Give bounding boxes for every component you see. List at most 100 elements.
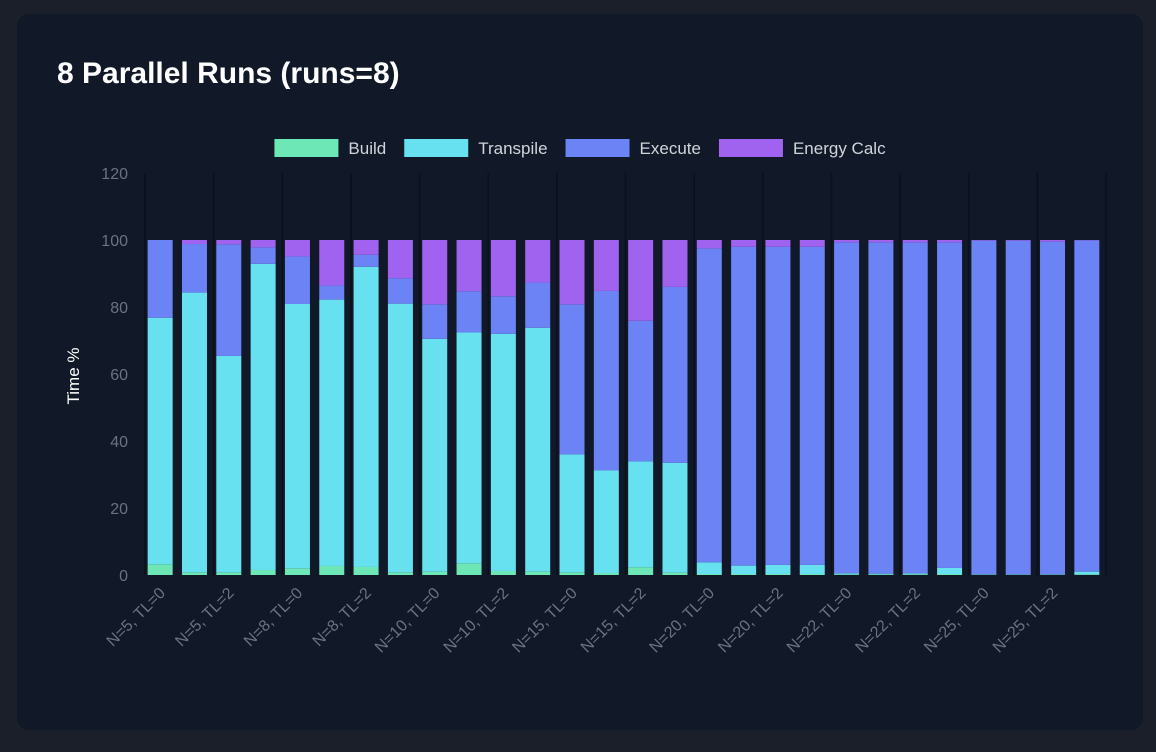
bar-segment-energy-calc[interactable]: N=15, TL=2 — Energy Calc: 24.1 <box>628 240 654 321</box>
bar-segment-transpile[interactable]: N=15, TL=1 — Transpile: 30.6 <box>593 470 619 573</box>
legend-item-energy-calc[interactable]: Energy Calc <box>718 139 886 158</box>
bar-segment-build[interactable]: N=5, TL=3 — Build: 1.5 <box>250 569 276 575</box>
bar-segment-energy-calc[interactable]: N=25, TL=0 — Energy Calc: 0.2 <box>971 240 997 241</box>
bar-segment-energy-calc[interactable]: N=8, TL=1 — Energy Calc: 13.6 <box>319 240 345 286</box>
bar-segment-transpile[interactable]: N=22, TL=2 — Transpile: 0.3 <box>902 573 928 575</box>
bar-segment-execute[interactable]: N=8, TL=2 — Execute: 3.6 <box>353 254 379 267</box>
bar-segment-execute[interactable]: N=15, TL=2 — Execute: 42 <box>628 320 654 462</box>
bar-segment-energy-calc[interactable]: N=22, TL=1 — Energy Calc: 0.7 <box>868 240 894 243</box>
bar-segment-execute[interactable]: N=15, TL=1 — Execute: 53.6 <box>593 290 619 471</box>
bar-segment-build[interactable]: N=8, TL=0 — Build: 2 <box>284 568 310 575</box>
bar-segment-execute[interactable]: N=20, TL=1 — Execute: 95.2 <box>731 246 757 566</box>
bar-segment-transpile[interactable]: N=8, TL=0 — Transpile: 78.9 <box>284 303 310 569</box>
bar-segment-execute[interactable]: N=8, TL=3 — Execute: 7.6 <box>387 278 413 304</box>
bar-segment-transpile[interactable]: N=25, TL=3 — Transpile: 0.8 <box>1074 571 1100 575</box>
bar-segment-energy-calc[interactable]: N=22, TL=3 — Energy Calc: 0.7 <box>937 240 963 243</box>
bar-segment-execute[interactable]: N=25, TL=1 — Execute: 99.6 <box>1005 240 1031 575</box>
bar-segment-execute[interactable]: N=5, TL=1 — Execute: 14.5 <box>181 244 207 293</box>
bar-segment-energy-calc[interactable]: N=20, TL=0 — Energy Calc: 2.5 <box>696 240 722 249</box>
bar-segment-execute[interactable]: N=8, TL=1 — Execute: 4.2 <box>319 285 345 300</box>
bar-segment-energy-calc[interactable]: N=22, TL=0 — Energy Calc: 0.7 <box>834 240 860 243</box>
bar-segment-execute[interactable]: N=15, TL=3 — Execute: 52.5 <box>662 286 688 463</box>
bar-segment-build[interactable]: N=15, TL=1 — Build: 0.6 <box>593 572 619 575</box>
bar-segment-build[interactable]: N=20, TL=2 — Build: 0.3 <box>765 574 791 575</box>
bar-segment-build[interactable]: N=15, TL=3 — Build: 0.7 <box>662 572 688 575</box>
bar-segment-transpile[interactable]: N=20, TL=3 — Transpile: 2.7 <box>799 564 825 574</box>
bar-segment-execute[interactable]: N=25, TL=2 — Execute: 99.3 <box>1040 241 1066 575</box>
bar-segment-energy-calc[interactable]: N=25, TL=2 — Energy Calc: 0.5 <box>1040 240 1066 242</box>
bar-segment-execute[interactable]: N=22, TL=1 — Execute: 98.9 <box>868 242 894 574</box>
bar-segment-energy-calc[interactable]: N=10, TL=0 — Energy Calc: 19.2 <box>422 240 448 305</box>
bar-segment-build[interactable]: N=10, TL=1 — Build: 3.5 <box>456 563 482 575</box>
bar-segment-energy-calc[interactable]: N=10, TL=1 — Energy Calc: 15.3 <box>456 240 482 292</box>
bar-segment-transpile[interactable]: N=10, TL=3 — Transpile: 72.8 <box>525 327 551 572</box>
bar-segment-execute[interactable]: N=22, TL=0 — Execute: 98.8 <box>834 242 860 574</box>
bar-segment-execute[interactable]: N=25, TL=3 — Execute: 98.9 <box>1074 240 1100 572</box>
bar-segment-execute[interactable]: N=15, TL=0 — Execute: 44.8 <box>559 304 585 455</box>
bar-segment-build[interactable]: N=8, TL=3 — Build: 0.8 <box>387 572 413 575</box>
bar-segment-execute[interactable]: N=20, TL=3 — Execute: 95 <box>799 246 825 565</box>
bar-segment-energy-calc[interactable]: N=8, TL=2 — Energy Calc: 4.4 <box>353 240 379 255</box>
bar-segment-transpile[interactable]: N=10, TL=0 — Transpile: 69.5 <box>422 338 448 572</box>
bar-segment-transpile[interactable]: N=22, TL=3 — Transpile: 1.8 <box>937 567 963 574</box>
bar-segment-energy-calc[interactable]: N=5, TL=1 — Energy Calc: 1.2 <box>181 240 207 245</box>
bar-segment-build[interactable]: N=10, TL=3 — Build: 1 <box>525 571 551 575</box>
bar-segment-build[interactable]: N=22, TL=0 — Build: 0.2 <box>834 574 860 575</box>
bar-segment-execute[interactable]: N=20, TL=0 — Execute: 93.7 <box>696 248 722 563</box>
bar-segment-build[interactable]: N=20, TL=1 — Build: 0.3 <box>731 574 757 575</box>
bar-segment-execute[interactable]: N=5, TL=3 — Execute: 4.9 <box>250 247 276 264</box>
bar-segment-execute[interactable]: N=10, TL=3 — Execute: 13.5 <box>525 282 551 328</box>
bar-segment-energy-calc[interactable]: N=15, TL=3 — Energy Calc: 14 <box>662 240 688 287</box>
bar-segment-transpile[interactable]: N=5, TL=0 — Transpile: 73.6 <box>147 317 173 565</box>
bar-segment-energy-calc[interactable]: N=15, TL=0 — Energy Calc: 19.2 <box>559 240 585 305</box>
bar-segment-transpile[interactable]: N=8, TL=3 — Transpile: 80.2 <box>387 303 413 573</box>
bar-segment-execute[interactable]: N=5, TL=2 — Execute: 33.3 <box>216 244 242 356</box>
bar-segment-execute[interactable]: N=5, TL=0 — Execute: 23.2 <box>147 240 173 318</box>
bar-segment-execute[interactable]: N=10, TL=0 — Execute: 10.3 <box>422 304 448 339</box>
bar-segment-build[interactable]: N=15, TL=0 — Build: 0.8 <box>559 572 585 575</box>
bar-segment-energy-calc[interactable]: N=25, TL=1 — Energy Calc: 0.2 <box>1005 240 1031 241</box>
bar-segment-energy-calc[interactable]: N=8, TL=0 — Energy Calc: 4.9 <box>284 240 310 257</box>
bar-segment-energy-calc[interactable]: N=22, TL=2 — Energy Calc: 0.7 <box>902 240 928 243</box>
bar-segment-transpile[interactable]: N=22, TL=0 — Transpile: 0.3 <box>834 573 860 575</box>
bar-segment-build[interactable]: N=5, TL=1 — Build: 0.8 <box>181 572 207 575</box>
bar-segment-energy-calc[interactable]: N=10, TL=3 — Energy Calc: 12.7 <box>525 240 551 283</box>
legend-item-transpile[interactable]: Transpile <box>404 139 548 158</box>
bar-segment-transpile[interactable]: N=15, TL=0 — Transpile: 35.2 <box>559 454 585 573</box>
bar-segment-energy-calc[interactable]: N=20, TL=2 — Energy Calc: 2 <box>765 240 791 247</box>
bar-segment-build[interactable]: N=22, TL=2 — Build: 0.2 <box>902 574 928 575</box>
bar-segment-build[interactable]: N=22, TL=3 — Build: 0.3 <box>937 574 963 575</box>
bar-segment-build[interactable]: N=15, TL=2 — Build: 2.3 <box>628 567 654 575</box>
bar-segment-execute[interactable]: N=22, TL=2 — Execute: 98.8 <box>902 242 928 574</box>
bar-segment-build[interactable]: N=10, TL=2 — Build: 1.2 <box>490 570 516 575</box>
bar-segment-build[interactable]: N=25, TL=3 — Build: 0.2 <box>1074 574 1100 575</box>
bar-segment-execute[interactable]: N=10, TL=1 — Execute: 12.3 <box>456 291 482 333</box>
bar-segment-transpile[interactable]: N=5, TL=2 — Transpile: 64.6 <box>216 355 242 573</box>
bar-segment-build[interactable]: N=20, TL=0 — Build: 0.3 <box>696 574 722 575</box>
bar-segment-energy-calc[interactable]: N=5, TL=2 — Energy Calc: 1.3 <box>216 240 242 245</box>
bar-segment-execute[interactable]: N=20, TL=2 — Execute: 95 <box>765 246 791 565</box>
bar-segment-transpile[interactable]: N=8, TL=1 — Transpile: 79.5 <box>319 299 345 566</box>
bar-segment-transpile[interactable]: N=10, TL=2 — Transpile: 70.8 <box>490 333 516 571</box>
bar-segment-energy-calc[interactable]: N=20, TL=1 — Energy Calc: 2 <box>731 240 757 247</box>
bar-segment-execute[interactable]: N=8, TL=0 — Execute: 14.2 <box>284 256 310 304</box>
bar-segment-energy-calc[interactable]: N=8, TL=3 — Energy Calc: 11.4 <box>387 240 413 279</box>
bar-segment-energy-calc[interactable]: N=20, TL=3 — Energy Calc: 2 <box>799 240 825 247</box>
bar-segment-energy-calc[interactable]: N=15, TL=1 — Energy Calc: 15.2 <box>593 240 619 291</box>
bar-segment-transpile[interactable]: N=10, TL=1 — Transpile: 68.9 <box>456 332 482 564</box>
bar-segment-execute[interactable]: N=22, TL=3 — Execute: 97.2 <box>937 242 963 568</box>
bar-segment-transpile[interactable]: N=15, TL=3 — Transpile: 32.8 <box>662 462 688 573</box>
bar-segment-build[interactable]: N=8, TL=1 — Build: 2.7 <box>319 565 345 575</box>
bar-segment-build[interactable]: N=8, TL=2 — Build: 2.4 <box>353 566 379 575</box>
legend-item-execute[interactable]: Execute <box>565 139 701 158</box>
bar-segment-build[interactable]: N=5, TL=2 — Build: 0.8 <box>216 572 242 575</box>
bar-segment-transpile[interactable]: N=22, TL=1 — Transpile: 0.2 <box>868 573 894 575</box>
bar-segment-build[interactable]: N=20, TL=3 — Build: 0.3 <box>799 574 825 575</box>
bar-segment-energy-calc[interactable]: N=10, TL=2 — Energy Calc: 16.8 <box>490 240 516 297</box>
bar-segment-transpile[interactable]: N=20, TL=2 — Transpile: 2.7 <box>765 564 791 574</box>
bar-segment-energy-calc[interactable]: N=5, TL=3 — Energy Calc: 2.2 <box>250 240 276 248</box>
bar-segment-execute[interactable]: N=25, TL=0 — Execute: 99.6 <box>971 240 997 575</box>
bar-segment-build[interactable]: N=5, TL=0 — Build: 3.2 <box>147 564 173 575</box>
bar-segment-transpile[interactable]: N=15, TL=2 — Transpile: 31.6 <box>628 461 654 568</box>
bar-segment-build[interactable]: N=22, TL=1 — Build: 0.2 <box>868 574 894 575</box>
